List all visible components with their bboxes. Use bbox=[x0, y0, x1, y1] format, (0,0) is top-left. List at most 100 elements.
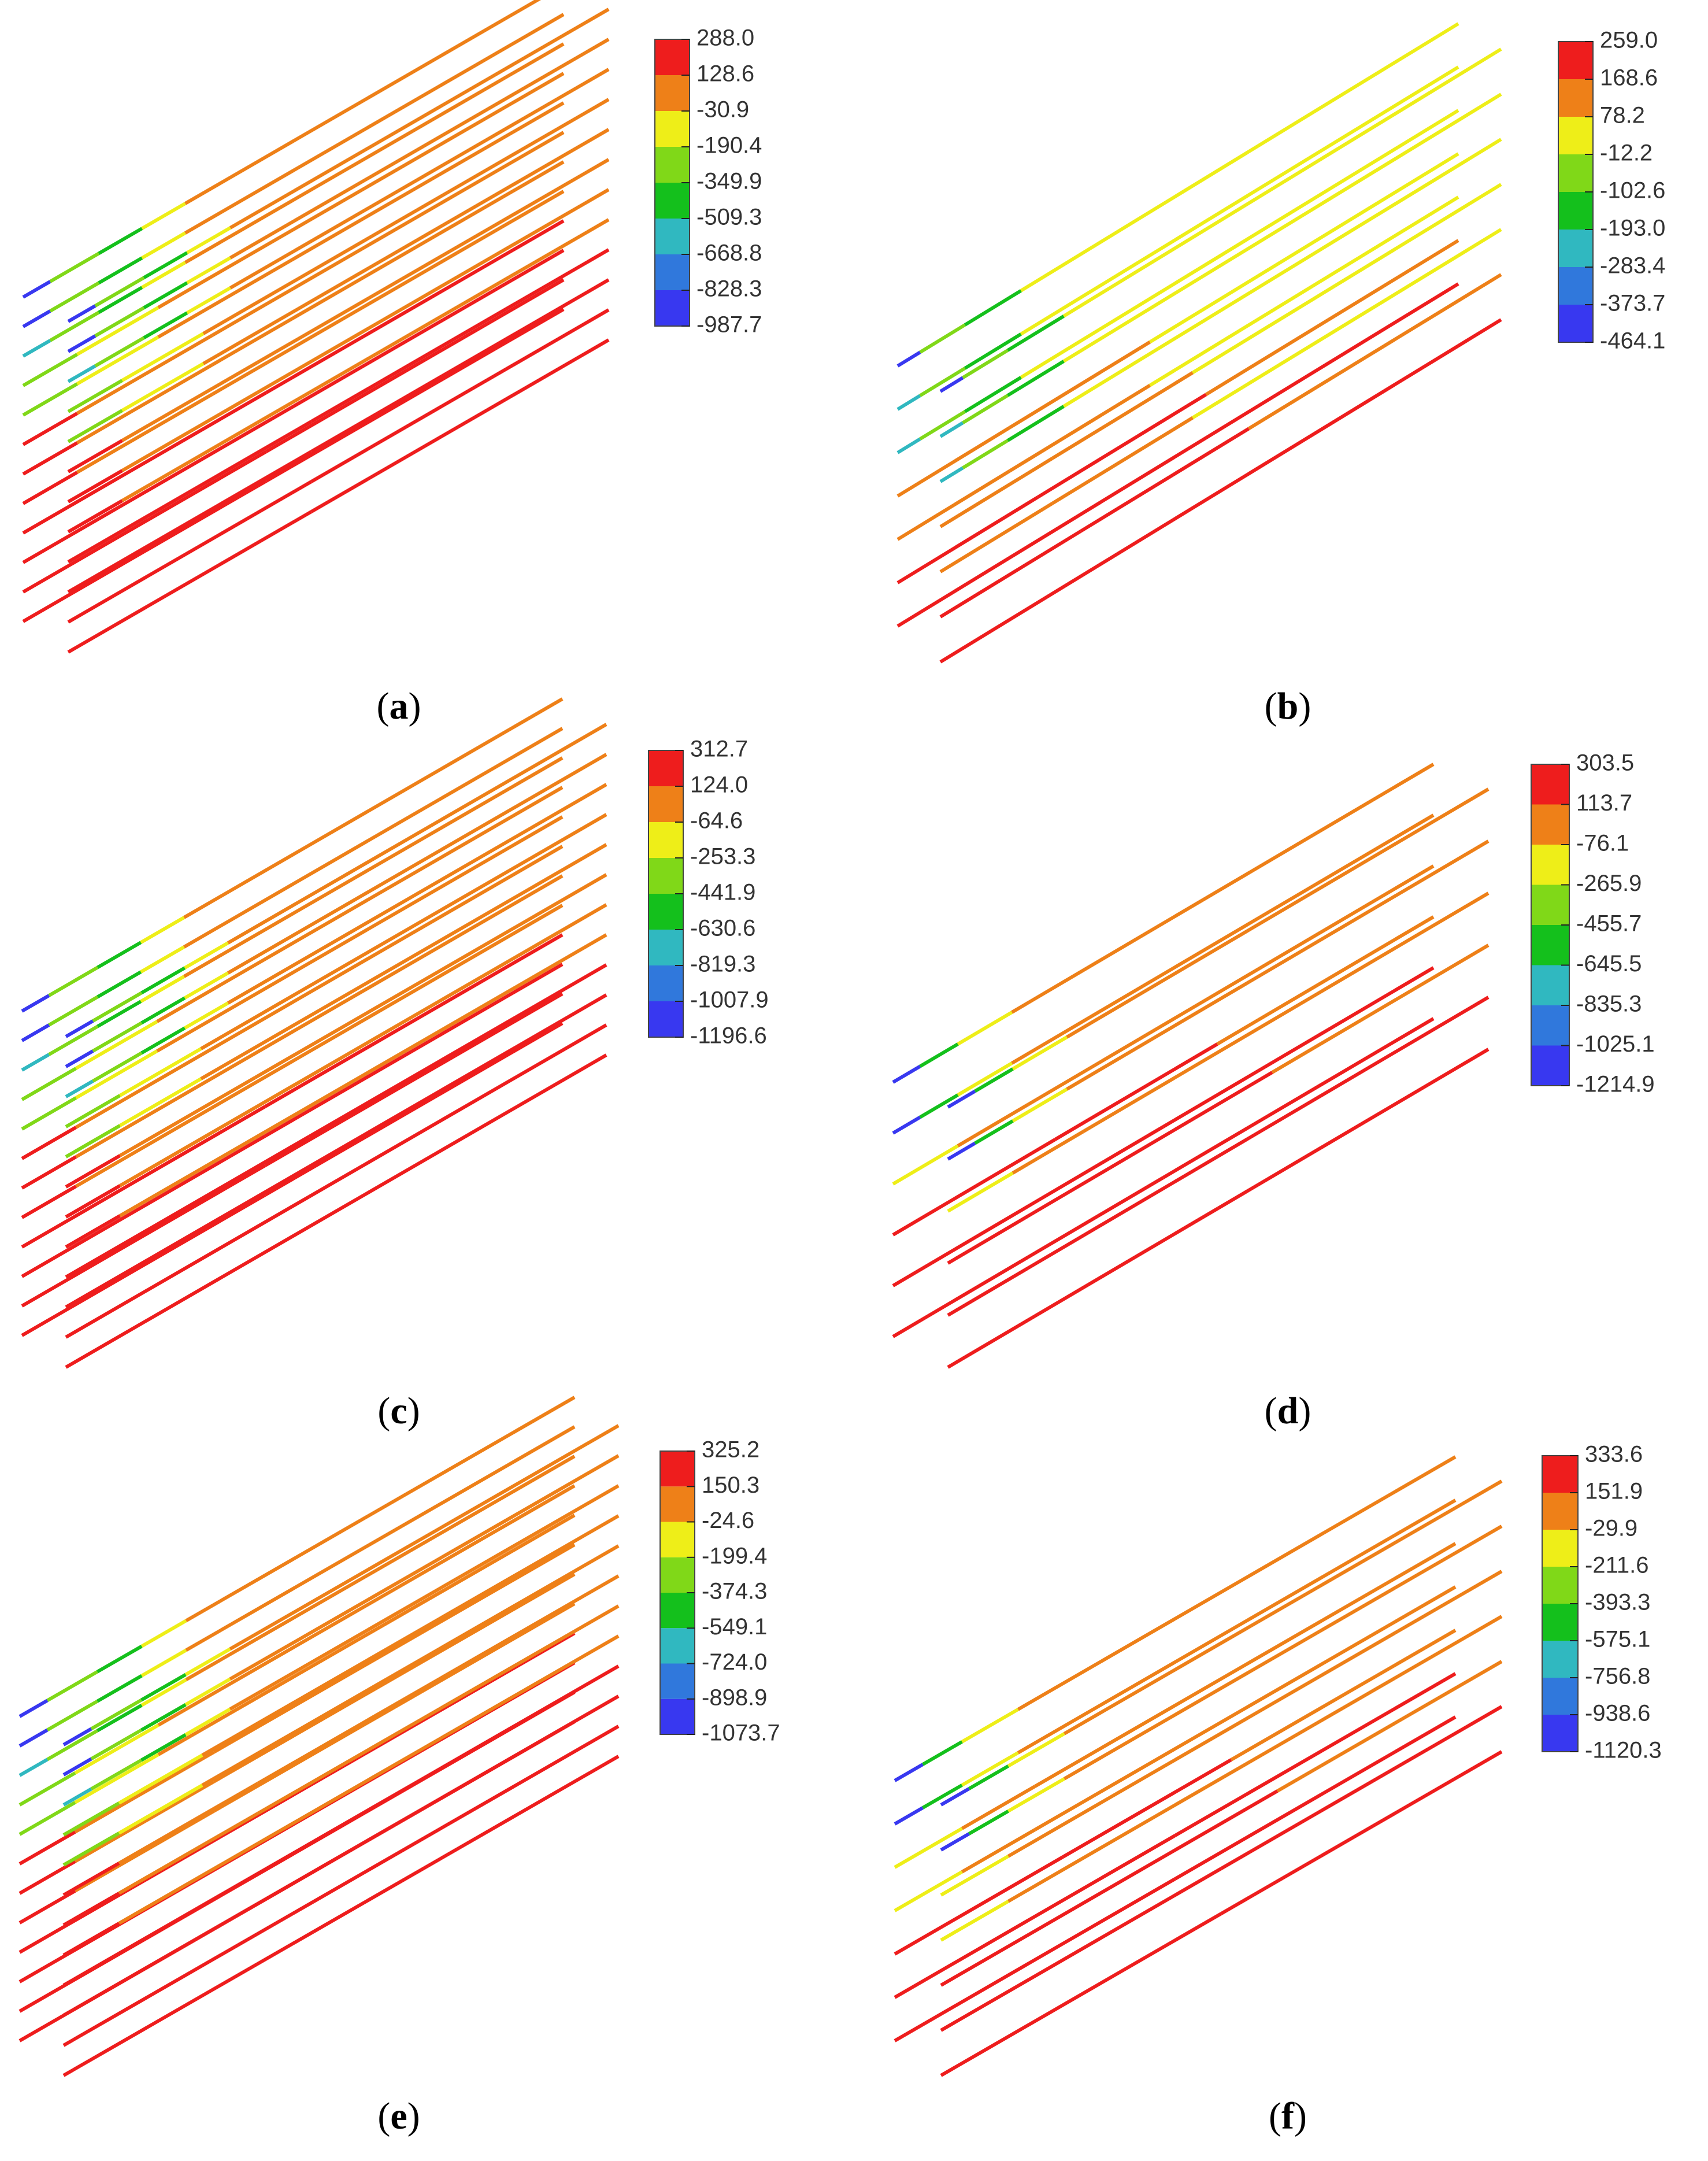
bar-segment bbox=[23, 481, 266, 621]
legend-label: -30.9 bbox=[696, 97, 749, 123]
bar-segment bbox=[99, 258, 142, 283]
bar-segment bbox=[23, 311, 50, 327]
legend-label: -76.1 bbox=[1576, 831, 1629, 856]
legend-label: -1214.9 bbox=[1576, 1072, 1655, 1097]
bar-segment bbox=[895, 1829, 962, 1867]
bar-segment bbox=[893, 1139, 1055, 1235]
bar-segment bbox=[22, 1186, 76, 1218]
bar-segment bbox=[1218, 1049, 1489, 1208]
bar-segment bbox=[99, 228, 142, 253]
bar-segment bbox=[47, 1731, 97, 1760]
bar-segment bbox=[158, 1515, 575, 1755]
legend-swatch bbox=[660, 1451, 695, 1486]
bar-segment bbox=[186, 1427, 575, 1650]
bar-segment bbox=[1081, 1616, 1502, 1859]
bar-segment bbox=[228, 724, 607, 943]
bar-segment bbox=[1028, 866, 1433, 1105]
bar-segment bbox=[22, 1165, 265, 1306]
bar-segment bbox=[50, 253, 99, 282]
bar-segment bbox=[49, 967, 98, 996]
bar-segment bbox=[958, 1105, 1028, 1146]
bar-segment bbox=[20, 1700, 47, 1716]
bar-segment bbox=[898, 352, 920, 366]
bar-segment bbox=[123, 364, 203, 410]
bar-segment bbox=[1175, 1717, 1455, 1879]
bar-segment bbox=[1272, 945, 1488, 1072]
bar-segment bbox=[898, 471, 1010, 539]
legend-label: 333.6 bbox=[1585, 1442, 1643, 1467]
bar-segment bbox=[1008, 1734, 1064, 1766]
bar-segment bbox=[120, 1079, 201, 1126]
legend-swatch bbox=[660, 1486, 695, 1522]
legend-label: -373.7 bbox=[1600, 291, 1665, 316]
bar-lines bbox=[23, 0, 609, 652]
legend-label: -1073.7 bbox=[702, 1720, 780, 1746]
bar-segment bbox=[895, 1836, 1175, 1997]
color-legend: 333.6 151.9 -29.9 -211.6 -393.3 -575.1 -756.8 -… bbox=[1542, 1442, 1662, 1763]
legend-swatch bbox=[1542, 1715, 1578, 1752]
bar-lines bbox=[22, 699, 606, 1367]
legend-swatch bbox=[1558, 305, 1593, 342]
bar-segment bbox=[66, 1197, 309, 1337]
bar-segment bbox=[1013, 1132, 1083, 1174]
bar-segment bbox=[23, 282, 50, 297]
bar-segment bbox=[64, 1932, 313, 2075]
bar-segment bbox=[898, 439, 920, 453]
bar-segment bbox=[230, 1426, 618, 1649]
bar-segment bbox=[141, 1675, 186, 1700]
bar-segment bbox=[23, 393, 266, 533]
bar-segment bbox=[123, 334, 203, 380]
legend-label: -645.5 bbox=[1576, 951, 1642, 976]
bar-segment bbox=[64, 1902, 313, 2045]
bar-segment bbox=[898, 428, 1010, 496]
bar-segment bbox=[948, 1168, 1110, 1263]
bar-segment bbox=[1012, 815, 1433, 1063]
bar-segment bbox=[23, 472, 77, 504]
bar-lines bbox=[895, 1457, 1502, 2075]
bar-segment bbox=[66, 1156, 120, 1187]
bar-segment bbox=[22, 1195, 265, 1335]
bar-segment bbox=[66, 1216, 120, 1247]
legend-swatch bbox=[1531, 1046, 1569, 1086]
legend-swatch bbox=[1542, 1678, 1578, 1715]
bar-segment bbox=[1064, 94, 1501, 361]
bar-segment bbox=[231, 9, 609, 228]
bar-segment bbox=[1249, 275, 1502, 428]
legend-label: -898.9 bbox=[702, 1685, 767, 1710]
bar-segment bbox=[97, 1705, 142, 1731]
legend-label: -211.6 bbox=[1585, 1553, 1648, 1578]
bar-segment bbox=[142, 203, 186, 228]
bar-segment bbox=[141, 947, 184, 972]
legend-swatch bbox=[660, 1628, 695, 1663]
legend-label: -668.8 bbox=[696, 240, 762, 266]
legend-swatch bbox=[649, 965, 683, 1001]
bar-segment bbox=[1007, 361, 1064, 395]
legend-label: -1025.1 bbox=[1576, 1031, 1655, 1057]
bar-segment bbox=[91, 1700, 141, 1729]
bar-segment bbox=[186, 1649, 230, 1674]
legend-label: -190.4 bbox=[696, 133, 762, 158]
bar-segment bbox=[1013, 1089, 1067, 1121]
bar-segment bbox=[47, 1672, 97, 1701]
legend-swatch bbox=[655, 290, 690, 326]
legend-label: -253.3 bbox=[690, 844, 755, 869]
legend-label: -509.3 bbox=[696, 205, 762, 230]
legend-swatch bbox=[649, 1001, 683, 1037]
bar-segment bbox=[212, 191, 564, 394]
bar-segment bbox=[141, 1735, 186, 1760]
legend-swatch bbox=[660, 1664, 695, 1699]
bar-segment bbox=[68, 452, 312, 592]
bar-segment bbox=[1067, 841, 1488, 1089]
bar-segment bbox=[142, 1620, 186, 1646]
legend-swatch bbox=[1542, 1493, 1578, 1530]
legend-label: 150.3 bbox=[702, 1472, 759, 1498]
legend-label: -630.6 bbox=[690, 916, 755, 941]
bar-segment bbox=[940, 504, 1053, 572]
legend-swatch bbox=[1558, 192, 1593, 230]
legend-swatch bbox=[660, 1557, 695, 1593]
bar-segment bbox=[214, 1604, 575, 1811]
bar-segment bbox=[142, 1679, 186, 1705]
bar-segment bbox=[965, 291, 1021, 325]
bar-segment bbox=[142, 1650, 186, 1675]
legend-swatch bbox=[1531, 845, 1569, 885]
